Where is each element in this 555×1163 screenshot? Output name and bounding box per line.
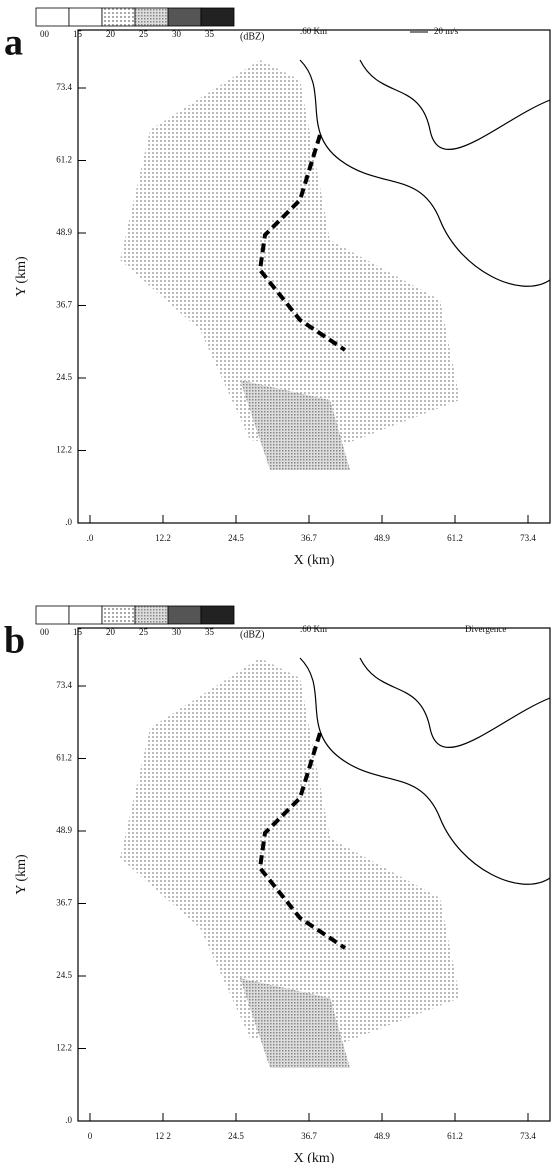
legend-box xyxy=(200,7,235,27)
x-tick-label: 48.9 xyxy=(374,533,390,543)
y-tick-label: 73.4 xyxy=(56,680,72,690)
legend-unit: (dBZ) xyxy=(240,629,264,640)
x-tick-label: 73.4 xyxy=(520,1131,536,1141)
x-tick-label: 73.4 xyxy=(520,533,536,543)
x-tick-label: 12 2 xyxy=(155,1131,171,1141)
legend-box xyxy=(35,7,70,27)
frame xyxy=(77,29,551,524)
panel-label: a xyxy=(4,22,23,64)
y-tick-label: 73.4 xyxy=(56,82,72,92)
y-tick-label: 12.2 xyxy=(56,445,72,455)
panel: a 00 15 20 25 30 35 (dBZ).60 Km 20 m/s.012.224.5… xyxy=(4,7,551,568)
dashed-line xyxy=(257,134,347,352)
x-tick-label: 61.2 xyxy=(447,1131,463,1141)
x-tick-label: .0 xyxy=(87,533,94,543)
x-axis-title: X (km) xyxy=(294,553,335,568)
reflectivity-core xyxy=(240,978,350,1068)
legend-label: 25 xyxy=(139,29,149,39)
legend-label: 00 xyxy=(40,29,50,39)
legend-unit: (dBZ) xyxy=(240,31,264,42)
legend-label: 30 xyxy=(172,627,182,637)
legend-box xyxy=(167,7,202,27)
x-axis-title: X (km) xyxy=(294,1151,335,1163)
y-tick-label: 61.2 xyxy=(56,753,72,763)
height-label: .60 Km xyxy=(300,26,327,36)
legend-box xyxy=(134,7,169,27)
y-tick-label: 48.9 xyxy=(56,825,72,835)
x-tick-label: 24.5 xyxy=(228,1131,244,1141)
panel-label: b xyxy=(4,620,25,662)
y-tick-label: 61.2 xyxy=(56,155,72,165)
legend-box xyxy=(101,605,136,625)
annotation: 20 m/s xyxy=(434,26,459,36)
legend-box xyxy=(68,7,103,27)
legend-label: 25 xyxy=(139,627,149,637)
y-tick-label: 24.5 xyxy=(56,970,72,980)
x-tick-label: 0 xyxy=(88,1131,93,1141)
y-tick-label: .0 xyxy=(65,1115,72,1125)
y-tick-label: .0 xyxy=(65,517,72,527)
legend-box xyxy=(134,605,169,625)
legend-label: 20 xyxy=(106,627,116,637)
panel: b 00 15 20 25 30 35 (dBZ).60 Km Divergence.012.2… xyxy=(4,605,551,1163)
contour xyxy=(299,657,551,885)
x-tick-label: 61.2 xyxy=(447,533,463,543)
legend-box xyxy=(200,605,235,625)
x-tick-label: 24.5 xyxy=(228,533,244,543)
legend-label: 35 xyxy=(205,627,215,637)
dashed-line xyxy=(257,732,347,950)
reflectivity-area xyxy=(120,60,460,450)
legend-label: 00 xyxy=(40,627,50,637)
legend-box xyxy=(167,605,202,625)
contour xyxy=(359,59,551,151)
y-tick-label: 48.9 xyxy=(56,227,72,237)
contour xyxy=(299,59,551,287)
legend-label: 35 xyxy=(205,29,215,39)
contour xyxy=(359,657,551,749)
x-tick-label: 12.2 xyxy=(155,533,171,543)
y-tick-label: 36.7 xyxy=(56,898,72,908)
x-tick-label: 36.7 xyxy=(301,1131,317,1141)
y-tick-label: 24.5 xyxy=(56,372,72,382)
legend-label: 20 xyxy=(106,29,116,39)
y-tick-label: 36.7 xyxy=(56,300,72,310)
x-tick-label: 48.9 xyxy=(374,1131,390,1141)
frame xyxy=(77,627,551,1122)
y-axis-title: Y (km) xyxy=(14,256,29,297)
legend-label: 30 xyxy=(172,29,182,39)
legend-box xyxy=(68,605,103,625)
reflectivity-core xyxy=(240,380,350,470)
legend-box xyxy=(101,7,136,27)
annotation: Divergence xyxy=(465,624,506,634)
y-axis-title: Y (km) xyxy=(14,854,29,895)
x-tick-label: 36.7 xyxy=(301,533,317,543)
legend-box xyxy=(35,605,70,625)
reflectivity-area xyxy=(120,658,460,1048)
height-label: .60 Km xyxy=(300,624,327,634)
y-tick-label: 12.2 xyxy=(56,1043,72,1053)
